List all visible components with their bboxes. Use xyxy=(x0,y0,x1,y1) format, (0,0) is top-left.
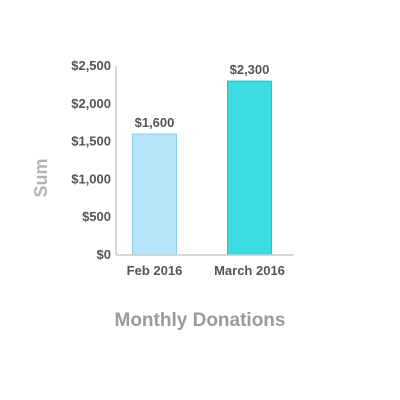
y-tick-label: $1,000 xyxy=(71,171,111,186)
x-axis-ticks: Feb 2016 March 2016 xyxy=(127,263,285,278)
x-tick-label: Feb 2016 xyxy=(127,263,183,278)
y-tick-label: $2,500 xyxy=(71,58,111,73)
bars xyxy=(132,80,272,256)
y-tick-label: $1,500 xyxy=(71,134,111,149)
bar-value-label: $2,300 xyxy=(230,62,270,77)
bar xyxy=(227,80,272,256)
y-axis-ticks: $0 $500 $1,000 $1,500 $2,000 $2,500 xyxy=(71,58,111,262)
x-tick-label: March 2016 xyxy=(214,263,285,278)
bar xyxy=(132,133,177,256)
bar-value-labels: $1,600 $2,300 xyxy=(135,62,270,130)
y-axis-title: Sum xyxy=(31,158,51,197)
y-tick-label: $2,000 xyxy=(71,96,111,111)
y-tick-label: $500 xyxy=(82,209,111,224)
bar-value-label: $1,600 xyxy=(135,115,175,130)
x-axis-title: Monthly Donations xyxy=(115,310,286,331)
y-tick-label: $0 xyxy=(97,247,111,262)
